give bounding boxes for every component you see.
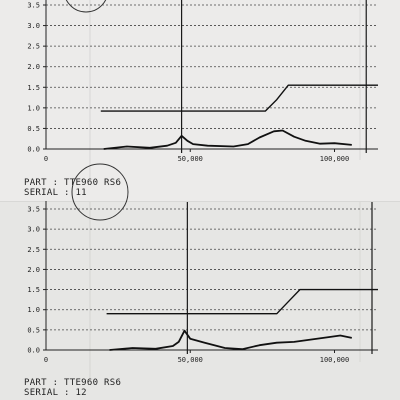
step-series-line <box>106 288 378 315</box>
x-tick-label: 100,000 <box>320 356 350 364</box>
y-tick-label: 3.5 <box>27 206 40 214</box>
stamp-circle <box>71 163 129 221</box>
chart-bottom: 0.0 0.5 1.0 1.5 2.0 2.5 3.0 3.5 50,000 100,000 0 <box>27 163 378 382</box>
x-tick-label: 0 <box>44 356 48 364</box>
y-tick-label: 3.5 <box>27 2 40 10</box>
y-tick-label: 3.0 <box>27 226 40 234</box>
noise-series-line <box>103 129 352 150</box>
y-tick-label: 1.5 <box>27 286 40 294</box>
y-tick-label: 1.5 <box>27 84 40 92</box>
stamp-circle <box>65 0 107 13</box>
y-tick-label: 0.0 <box>27 146 40 154</box>
chart-panel-top: 0.0 0.5 1.0 1.5 2.0 2.5 3.0 3.5 50,000 100,000 0 P… <box>24 0 378 198</box>
noise-series-line <box>109 329 352 351</box>
y-tick-label: 3.0 <box>27 22 40 30</box>
part-caption: PART : TTE960 RS6 <box>24 378 122 388</box>
x-tick-label: 50,000 <box>178 155 203 163</box>
serial-caption: SERIAL : 11 <box>24 188 87 198</box>
x-tick-label: 50,000 <box>178 356 203 364</box>
y-tick-label: 2.0 <box>27 63 40 71</box>
y-tick-label: 0.5 <box>27 125 40 133</box>
y-tick-label: 0.5 <box>27 326 40 334</box>
x-tick-label: 0 <box>44 155 48 163</box>
chart-top: 0.0 0.5 1.0 1.5 2.0 2.5 3.0 3.5 50,000 100,000 0 <box>27 0 378 180</box>
y-tick-label: 2.5 <box>27 246 40 254</box>
serial-caption: SERIAL : 12 <box>24 388 87 398</box>
x-tick-label: 100,000 <box>320 155 350 163</box>
y-tick-label: 1.0 <box>27 104 40 112</box>
y-tick-label: 2.0 <box>27 266 40 274</box>
y-tick-label: 0.0 <box>27 347 40 355</box>
chart-panel-bottom: 0.0 0.5 1.0 1.5 2.0 2.5 3.0 3.5 50,000 100,000 0 P… <box>0 163 400 400</box>
step-series-line <box>100 84 378 112</box>
part-caption: PART : TTE960 RS6 <box>24 178 122 188</box>
y-tick-label: 1.0 <box>27 306 40 314</box>
y-tick-label: 2.5 <box>27 43 40 51</box>
